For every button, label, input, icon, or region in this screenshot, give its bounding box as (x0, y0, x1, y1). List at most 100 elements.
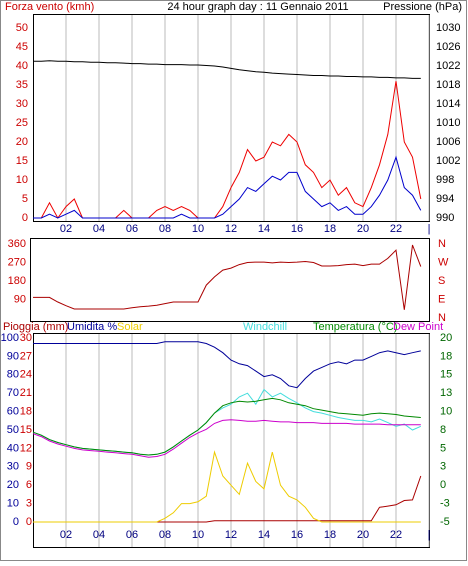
x-tick-label: 20 (357, 223, 369, 235)
y-tick-label: 0 (22, 212, 28, 224)
y-tick-label: 20 (7, 479, 19, 491)
y2-tick-label: 998 (436, 174, 454, 186)
y2-tick-label: 990 (436, 212, 454, 224)
y-tick-label: 90 (7, 350, 19, 362)
y2-tick-label: 1002 (436, 155, 460, 167)
x-tick-label: 14 (258, 223, 270, 235)
series-line (33, 450, 421, 523)
y-tick-label: 10 (16, 174, 28, 186)
series-line (33, 341, 421, 389)
x-tick-label: 18 (324, 529, 336, 541)
y2-tick-label: 1022 (436, 60, 460, 72)
x-tick-label: 22 (390, 529, 402, 541)
y-tick-label: 30 (7, 461, 19, 473)
legend-label: Temperatura (°C) (313, 321, 397, 333)
y3-tick-label: 9 (26, 461, 32, 473)
x-tick-label: 12 (225, 223, 237, 235)
y3-tick-label: 18 (20, 406, 32, 418)
direction-panel-frame (30, 238, 430, 322)
legend-label: Pioggia (mm) (3, 321, 68, 333)
y2-tick-label: 5 (440, 442, 446, 454)
y2-tick-label: 20 (440, 332, 452, 344)
y2-tick-label: 15 (440, 369, 452, 381)
y-tick-label: 5 (22, 193, 28, 205)
y-tick-label: 30 (16, 98, 28, 110)
legend-label: Umidita % (67, 321, 117, 333)
y-tick-label: 45 (16, 41, 28, 53)
y2-tick-label: 3 (440, 461, 446, 473)
y2-tick-label: 0 (440, 479, 446, 491)
x-tick-label: 12 (225, 529, 237, 541)
y2-tick-label: 18 (440, 350, 452, 362)
y3-tick-label: 30 (20, 332, 32, 344)
x-tick-label: 08 (159, 223, 171, 235)
x-tick-label: 02 (60, 223, 72, 235)
y2-tick-label: N (438, 238, 446, 250)
y-tick-label: 90 (14, 293, 26, 305)
y-tick-label: 35 (16, 79, 28, 91)
y-tick-label: 80 (7, 369, 19, 381)
series-line (33, 60, 421, 79)
x-tick-label: 10 (192, 529, 204, 541)
legend-label: Dew Point (393, 321, 443, 333)
series-line (32, 397, 421, 456)
x-tick-label: 18 (324, 223, 336, 235)
y2-tick-label: W (438, 256, 449, 268)
y2-tick-label: 13 (440, 387, 452, 399)
y-tick-label: 70 (7, 387, 19, 399)
y-tick-label: 20 (16, 136, 28, 148)
y3-tick-label: 0 (26, 516, 32, 528)
x-tick-label: 16 (291, 529, 303, 541)
y3-tick-label: 21 (20, 387, 32, 399)
y2-tick-label: S (438, 275, 445, 287)
y2-tick-label: -3 (440, 498, 450, 510)
y-tick-label: 180 (8, 275, 26, 287)
y2-tick-label: 1030 (436, 22, 460, 34)
y-tick-label: 10 (7, 498, 19, 510)
y2-tick-label: 1026 (436, 41, 460, 53)
series-line (32, 419, 421, 458)
y3-tick-label: 3 (26, 498, 32, 510)
y-tick-label: 40 (7, 442, 19, 454)
x-tick-label: 22 (390, 223, 402, 235)
x-tick-label: 16 (291, 223, 303, 235)
y2-tick-label: 1018 (436, 79, 460, 91)
x-tick-label: 20 (357, 529, 369, 541)
pressure-axis-title: Pressione (hPa) (383, 1, 462, 13)
series-line (33, 244, 422, 310)
y2-tick-label: 10 (440, 406, 452, 418)
y-tick-label: 50 (7, 424, 19, 436)
y2-tick-label: 1010 (436, 117, 460, 129)
y-tick-label: 50 (16, 22, 28, 34)
chart-title: 24 hour graph day : 11 Gennaio 2011 (167, 1, 348, 13)
y3-tick-label: 27 (20, 350, 32, 362)
wind-axis-title: Forza vento (kmh) (5, 1, 94, 13)
x-tick-label: 06 (126, 529, 138, 541)
x-tick-label: 08 (159, 529, 171, 541)
y-tick-label: 0 (13, 516, 19, 528)
y3-tick-label: 24 (20, 369, 32, 381)
y-tick-label: 360 (8, 238, 26, 250)
y-tick-label: 40 (16, 60, 28, 72)
x-tick-label: | (428, 529, 431, 541)
y-tick-label: 60 (7, 406, 19, 418)
y2-tick-label: 994 (436, 193, 454, 205)
y2-tick-label: 8 (440, 424, 446, 436)
y3-tick-label: 6 (26, 479, 32, 491)
y3-tick-label: 15 (20, 424, 32, 436)
x-tick-label: 02 (60, 529, 72, 541)
x-tick-label: 04 (93, 529, 105, 541)
y2-tick-label: N (438, 312, 446, 324)
legend-label: Windchill (243, 321, 287, 333)
x-tick-label: 04 (93, 223, 105, 235)
y2-tick-label: 1006 (436, 136, 460, 148)
x-tick-label: | (428, 223, 431, 235)
x-tick-label: 14 (258, 529, 270, 541)
series-line (33, 155, 422, 219)
y-tick-label: 270 (8, 256, 26, 268)
y2-tick-label: E (438, 293, 445, 305)
y-tick-label: 15 (16, 155, 28, 167)
y-tick-label: 100 (1, 332, 19, 344)
